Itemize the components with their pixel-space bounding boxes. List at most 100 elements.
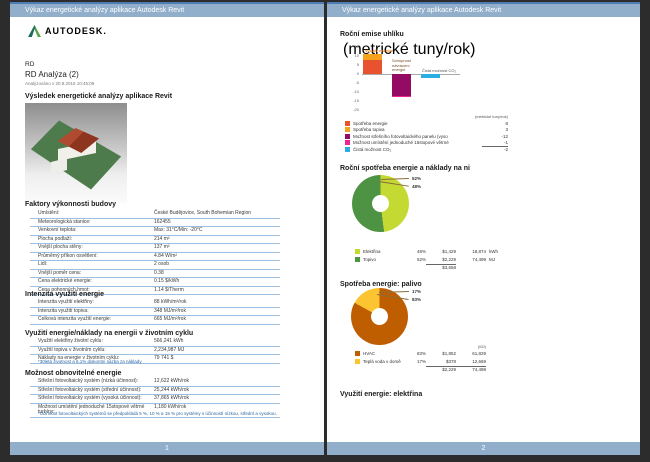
row-value: 214 m² [154, 235, 170, 242]
slice-cost: $2,229 [442, 256, 456, 262]
legend-swatch [355, 350, 360, 356]
legend-swatch [345, 120, 350, 126]
legend-value: -12 [501, 133, 508, 139]
legend-value: 3 [505, 127, 508, 133]
page-2: Výkaz energetické analýzy aplikace Autod… [327, 2, 640, 455]
row-label: Využití topiva v životním cyklu: [38, 346, 106, 353]
row-value: 12,622 kWh/rok [154, 378, 190, 384]
table-row: Meteorologická stanice: 162455 [30, 218, 280, 227]
legend-item: Možnost umístění jednoduché 15stopové vě… [345, 140, 508, 147]
row-label: Průměrný příkon osvětlení: [38, 252, 98, 259]
row-label: Intenzita využití elektřiny: [38, 299, 94, 305]
electricity-chart-title: Využití energie: elektřina [340, 391, 423, 398]
row-label: Střešní fotovoltaický systém (vysoká úči… [38, 395, 142, 401]
project-name: RD [25, 61, 35, 68]
legend-header-row: (MJ) [355, 344, 486, 349]
slice-unit: MJ [489, 256, 495, 262]
donut-fuel [351, 288, 408, 345]
table-row: Střešní fotovoltaický systém (nízká účin… [30, 378, 280, 387]
row-label: Meteorologická stanice: [38, 218, 91, 225]
slice-cost: $1,852 [442, 350, 456, 356]
legend-label: Teplá voda v domě [363, 358, 401, 364]
total-cost: $3,658 [426, 264, 456, 270]
table-row: Náklady na energie v životním cyklu: 79 7… [30, 355, 280, 364]
row-value: 665 MJ/m²/rok [154, 316, 186, 322]
table-row: Intenzita využití topiva: 348 MJ/m²/rok [30, 307, 280, 316]
row-label: Cena pohonných hmot: [38, 286, 90, 293]
legend-swatch [345, 140, 350, 146]
row-label: Celková intenzita využití energie: [38, 316, 112, 322]
legend-swatch-spacer [355, 265, 360, 270]
row-value: 25,244 kWh/rok [154, 386, 190, 393]
legend-label: Čistá možnost CO₂ [353, 146, 392, 152]
lifecycle-table: Využití elektřiny životní cyklu: 566,241 … [30, 338, 280, 364]
legend-label: Možnost střešního fotovoltaického panelu… [353, 133, 448, 139]
row-label: Střešní fotovoltaický systém (nízká účin… [38, 378, 139, 384]
legend-item: Teplá voda v domě 17% $378 12,669 [355, 357, 486, 365]
row-value: 162455 [154, 218, 171, 225]
table-row: Vnější plocha stěny: 137 m² [30, 244, 280, 253]
slice-percent: 52% [416, 256, 426, 262]
slice-cost: $378 [445, 358, 456, 364]
table-row: Lidí: 2 osob [30, 261, 280, 270]
bar-label: Čistá možnost CO₂ [422, 68, 457, 73]
table-row: Umístění: České Budějovice, South Bohemia… [30, 210, 280, 219]
slice-amount: 74,499 [472, 256, 486, 262]
legend-item: Možnost střešního fotovoltaického panelu… [345, 133, 508, 140]
legend-swatch-spacer [355, 367, 360, 372]
row-value: 4.84 W/m² [154, 252, 178, 259]
legend-swatch [345, 146, 350, 152]
fuel-chart-title: Spotřeba energie: palivo [340, 281, 422, 288]
row-value: 1,180 kWh/rok [154, 403, 187, 410]
legend-label: HVAC [363, 350, 376, 356]
row-value: 37,865 kWh/rok [154, 395, 190, 401]
page-2-footer-bar: 2 [327, 442, 640, 455]
table-row: Vnější poměr cena: 0.38 [30, 269, 280, 278]
row-value: České Budějovice, South Bohemian Region [154, 210, 252, 216]
table-row: Střešní fotovoltaický systém (střední úč… [30, 386, 280, 395]
table-row: Plocha podlaží: 214 m² [30, 235, 280, 244]
carbon-chart-title: Roční emise uhlíku [340, 31, 404, 38]
energy-cost-chart-title: Roční spotřeba energie a náklady na ni [340, 165, 470, 172]
row-label: Umístění: [38, 210, 60, 216]
slice-amount: 18,874 [472, 248, 486, 254]
legend-swatch [355, 248, 360, 254]
legend-value: 8 [505, 120, 508, 126]
row-label: Cena elektrické energie: [38, 278, 92, 284]
legend-label: Elektřina [363, 248, 381, 254]
page-number: 1 [165, 445, 169, 452]
legend-total-row: $3,658 [355, 263, 505, 271]
legend-swatch [355, 256, 360, 262]
page-1: Výkaz energetické analýzy aplikace Autod… [10, 2, 324, 455]
legend-item: Čistá možnost CO₂ -2 [345, 146, 508, 153]
row-value: 88 kWh/m²/rok [154, 299, 187, 305]
slice-amount: 61,829 [472, 350, 486, 356]
autodesk-logo-icon [28, 25, 41, 37]
intensity-title: Intenzita využití energie [25, 291, 104, 298]
legend-swatch [345, 127, 350, 133]
row-value: 79 741 $ [154, 355, 174, 361]
row-value: 566,241 kWh [154, 338, 184, 344]
factors-title: Faktory výkonnosti budovy [25, 201, 117, 208]
lifecycle-title: Využití energie/náklady na energii v živ… [25, 330, 194, 337]
row-value: 137 m² [154, 244, 170, 250]
slice-amount: 12,669 [472, 358, 486, 364]
result-section-title: Výsledek energetické analýzy aplikace Re… [25, 93, 173, 100]
row-label: Možnost umístění jednoduché 15stopové vě… [38, 403, 145, 415]
carbon-chart-ylabel: (metrické tuny/rok) [343, 41, 476, 58]
page-1-header-bar: Výkaz energetické analýzy aplikace Autod… [10, 2, 324, 17]
lifecycle-footnote: *30letá životnost a 6,1% diskontní sazba… [38, 359, 142, 364]
energy-cost-legend: Elektřina 48% $1,429 18,874 kWh Topivo 5… [355, 247, 505, 271]
callout-percent: 48% [412, 184, 422, 189]
slice-unit: kWh [489, 248, 498, 254]
row-value: 0.38 [154, 269, 164, 276]
report-title: Výkaz energetické analýzy aplikace Autod… [25, 7, 185, 14]
legend-item: Topivo 52% $2,229 74,499 MJ [355, 255, 505, 263]
row-value: 2,234,987 MJ [154, 346, 185, 353]
row-value: 348 MJ/m²/rok [154, 307, 186, 314]
page-2-header-bar: Výkaz energetické analýzy aplikace Autod… [327, 2, 640, 17]
row-label: Vnější poměr cena: [38, 269, 82, 276]
fuel-legend: (MJ) HVAC 83% $1,852 61,829 Teplá voda v… [355, 344, 486, 373]
house-render-image [25, 103, 127, 203]
table-row: Cena elektrické energie: 0.15 $/kWh [30, 278, 280, 287]
